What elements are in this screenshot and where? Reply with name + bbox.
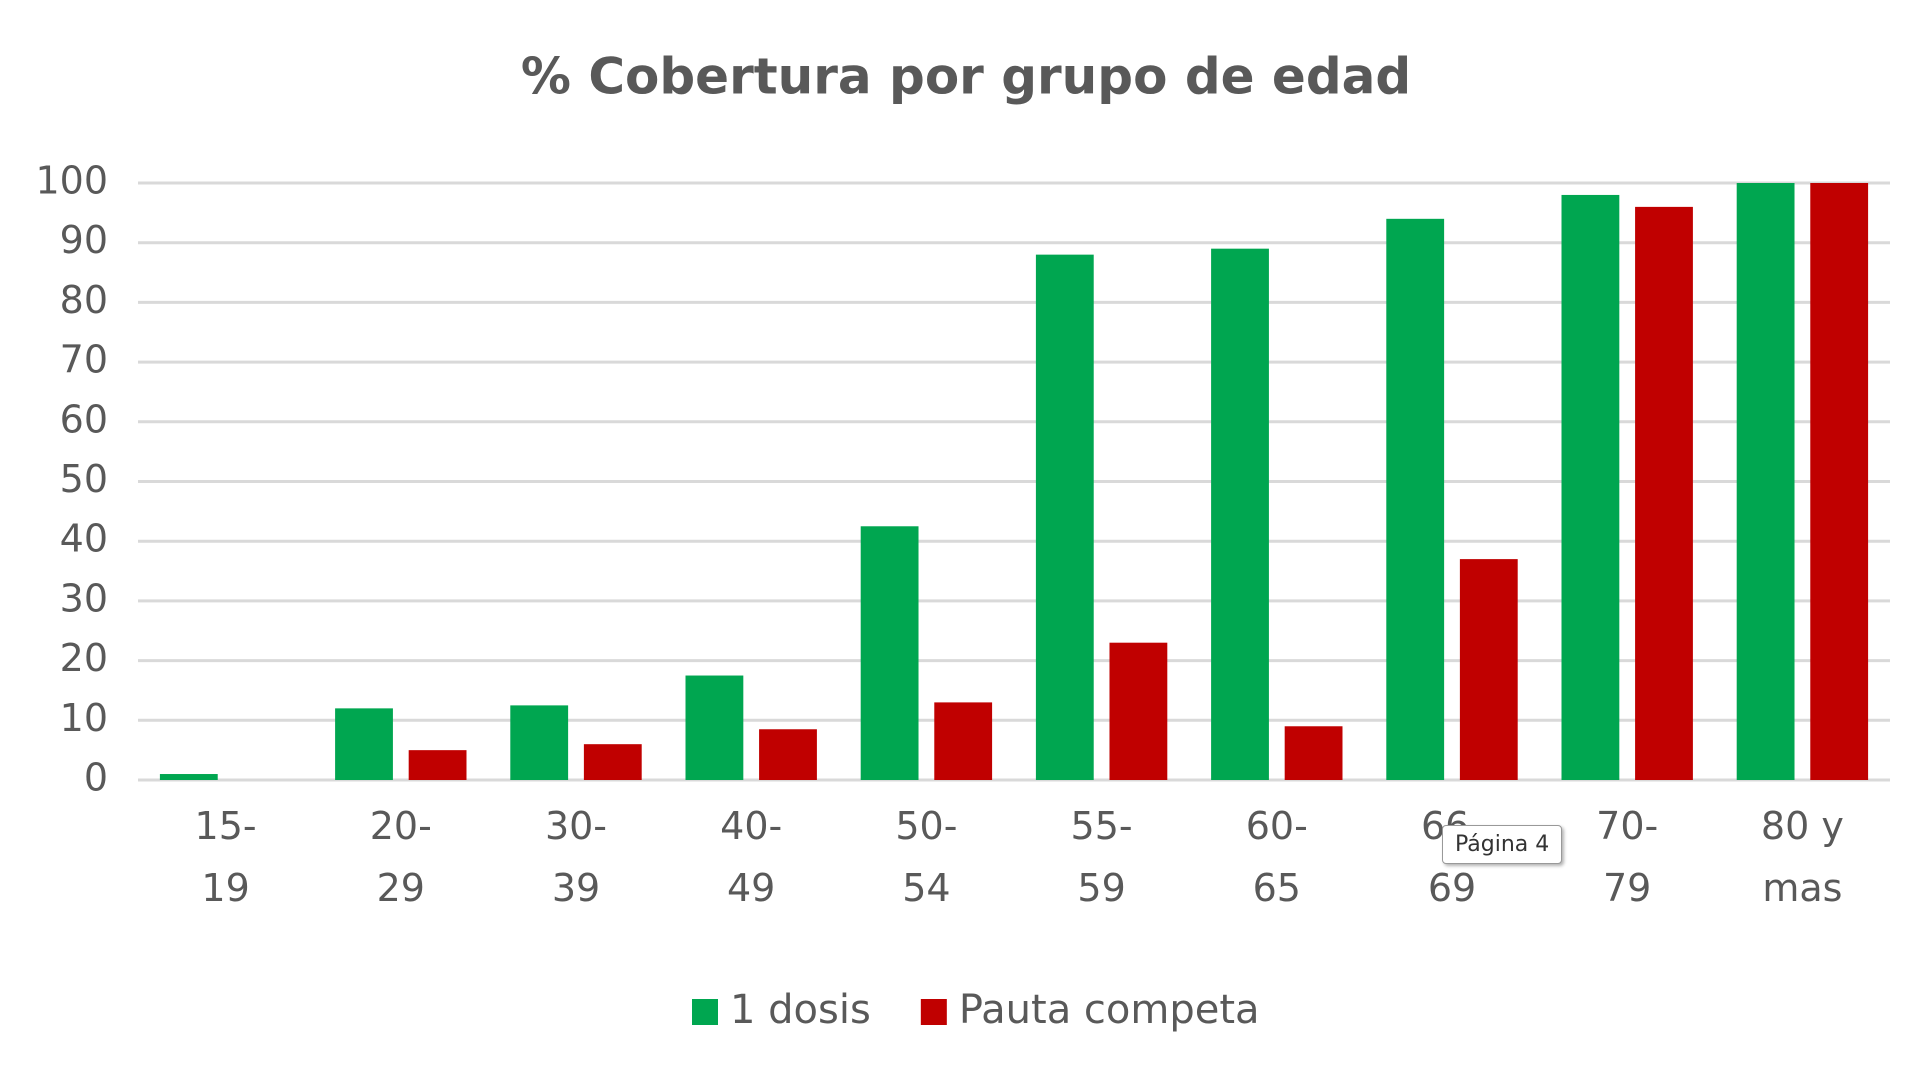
bar xyxy=(510,705,569,780)
y-tick-label: 20 xyxy=(60,636,108,680)
bar xyxy=(1284,726,1343,780)
legend-label: Pauta competa xyxy=(959,987,1260,1033)
legend-label: 1 dosis xyxy=(730,987,871,1033)
chart-title: % Cobertura por grupo de edad xyxy=(521,48,1411,106)
bar xyxy=(335,708,393,780)
y-tick-label: 50 xyxy=(60,457,108,501)
bar xyxy=(408,750,467,780)
y-tick-label: 30 xyxy=(60,576,108,620)
bar xyxy=(759,729,817,780)
x-tick-label: 15-19 xyxy=(194,804,257,910)
y-tick-label: 10 xyxy=(60,696,108,740)
y-tick-label: 60 xyxy=(60,397,108,441)
y-tick-label: 70 xyxy=(60,338,108,382)
bar xyxy=(583,744,642,780)
bar xyxy=(1386,218,1445,780)
legend-swatch xyxy=(920,999,947,1025)
bar xyxy=(1635,206,1693,780)
y-tick-label: 80 xyxy=(60,278,108,322)
bar xyxy=(1810,183,1869,780)
legend-swatch xyxy=(692,999,718,1025)
bar xyxy=(1561,194,1620,780)
y-tick-label: 40 xyxy=(60,517,108,561)
x-tick-label: 50-54 xyxy=(895,804,958,910)
x-tick-label: 40-49 xyxy=(720,804,783,910)
x-tick-label: 30-39 xyxy=(544,804,608,910)
legend: 1 dosis Pauta competa xyxy=(692,987,1260,1033)
bar xyxy=(1035,254,1094,780)
x-tick-label: 20-29 xyxy=(369,804,432,910)
bar xyxy=(1459,559,1518,780)
y-tick-label: 100 xyxy=(35,159,108,203)
x-tick-label: 80 y mas xyxy=(1760,804,1844,910)
bar xyxy=(934,702,993,780)
x-tick-label: 70-79 xyxy=(1596,804,1659,910)
bar xyxy=(685,675,744,780)
bar xyxy=(159,774,218,780)
bar xyxy=(1109,642,1168,780)
bar xyxy=(1736,183,1795,780)
bar xyxy=(1211,248,1269,781)
tooltip: Página 4 xyxy=(1442,825,1563,864)
y-tick-label: 0 xyxy=(84,756,108,800)
x-tick-label: 55-59 xyxy=(1070,804,1133,910)
bar xyxy=(860,526,919,780)
x-tick-label: 60-65 xyxy=(1245,804,1308,910)
y-tick-label: 90 xyxy=(60,218,108,262)
